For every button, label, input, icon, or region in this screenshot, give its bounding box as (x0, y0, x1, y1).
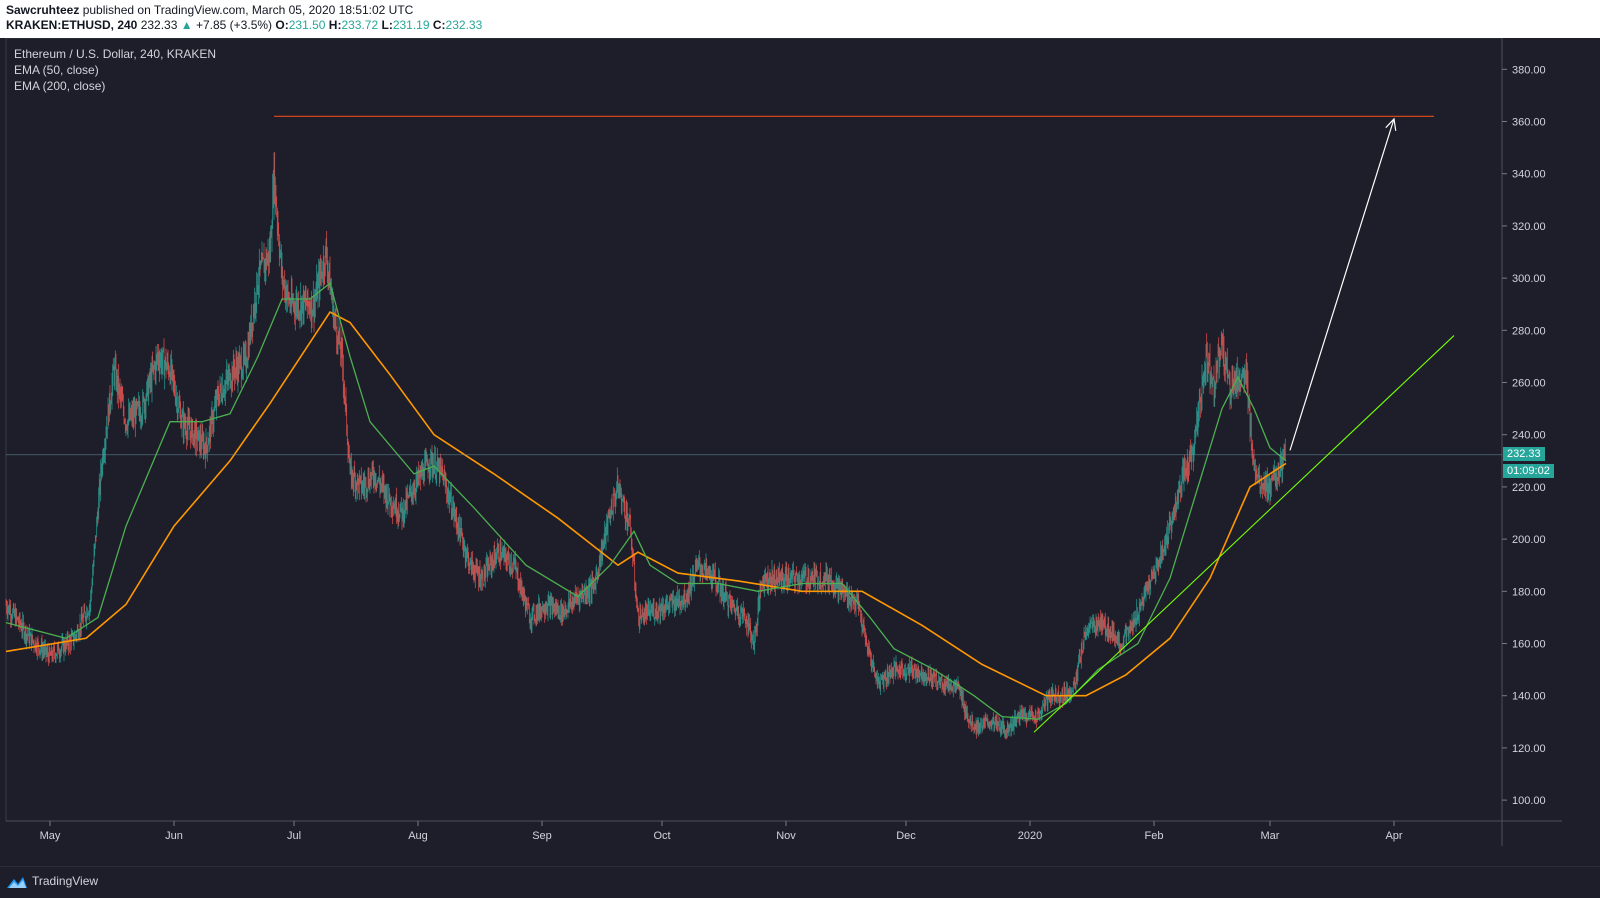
high-value: 233.72 (341, 18, 379, 32)
ema50-line (5, 282, 1287, 720)
footer-bar: TradingView (0, 866, 1600, 898)
x-tick-label: Aug (408, 830, 428, 842)
arrow-head-icon (1385, 117, 1397, 131)
y-tick-label: 120.00 (1512, 743, 1546, 755)
x-tick-label: Nov (776, 830, 796, 842)
x-tick-label: Feb (1145, 830, 1164, 842)
y-tick-label: 160.00 (1512, 639, 1546, 651)
x-tick-label: 2020 (1018, 830, 1042, 842)
published-text: published on TradingView.com, March 05, … (82, 3, 414, 17)
x-tick-label: Dec (896, 830, 916, 842)
y-tick-label: 100.00 (1512, 795, 1546, 807)
y-tick-label: 260.00 (1512, 378, 1546, 390)
trendline (1033, 335, 1455, 733)
y-tick-label: 200.00 (1512, 534, 1546, 546)
chart-legend: Ethereum / U.S. Dollar, 240, KRAKEN EMA … (14, 46, 216, 94)
low-label: L: (381, 18, 393, 32)
close-value: 232.33 (445, 18, 483, 32)
up-triangle-icon: ▲ (180, 18, 193, 32)
x-tick-label: Oct (653, 830, 670, 842)
legend-title[interactable]: Ethereum / U.S. Dollar, 240, KRAKEN (14, 47, 217, 61)
y-tick-label: 320.00 (1512, 221, 1546, 233)
y-tick-label: 340.00 (1512, 169, 1546, 181)
y-tick-label: 140.00 (1512, 691, 1546, 703)
ema200-line (5, 310, 1287, 697)
open-label: O: (275, 18, 289, 32)
x-tick-label: Jun (165, 830, 183, 842)
y-tick-label: 280.00 (1512, 325, 1546, 337)
publisher-line: Sawcruhteez published on TradingView.com… (6, 3, 413, 17)
legend-ema200[interactable]: EMA (200, close) (14, 79, 106, 93)
x-tick-label: Apr (1385, 830, 1402, 842)
y-tick-label: 380.00 (1512, 64, 1546, 76)
y-tick-label: 300.00 (1512, 273, 1546, 285)
y-tick-label: 220.00 (1512, 482, 1546, 494)
price-chart[interactable]: 100.00 120.00 140.00 160.00 180.00 200.00 220.… (0, 38, 1600, 866)
chart-area[interactable]: 100.00 120.00 140.00 160.00 180.00 200.00 220.… (0, 38, 1600, 866)
close-label: C: (432, 18, 446, 32)
y-tick-label: 360.00 (1512, 117, 1546, 129)
target-arrow (1289, 118, 1395, 451)
ohlc-line: KRAKEN:ETHUSD, 240 232.33 ▲ +7.85 (+3.5%… (6, 18, 482, 32)
countdown-tag: 01:09:02 (1503, 463, 1554, 478)
x-tick-label: May (40, 830, 61, 842)
x-tick-label: Sep (532, 830, 552, 842)
x-tick-label: Mar (1261, 830, 1280, 842)
open-value: 231.50 (288, 18, 326, 32)
author-name[interactable]: Sawcruhteez (6, 3, 80, 17)
last-price-tag: 232.33 (1503, 446, 1545, 461)
tradingview-brand[interactable]: TradingView (32, 874, 99, 888)
low-value: 231.19 (392, 18, 430, 32)
y-tick-label: 180.00 (1512, 586, 1546, 598)
change-value: +7.85 (+3.5%) (195, 18, 273, 32)
high-label: H: (328, 18, 342, 32)
symbol-label: KRAKEN:ETHUSD, 240 (6, 18, 138, 32)
y-tick-label: 240.00 (1512, 430, 1546, 442)
tradingview-logo-icon[interactable] (6, 875, 28, 889)
last-price: 232.33 (140, 18, 178, 32)
candles (5, 152, 1286, 740)
plot-frame (5, 38, 1503, 822)
publish-header: Sawcruhteez published on TradingView.com… (0, 0, 1600, 40)
legend-ema50[interactable]: EMA (50, close) (14, 63, 99, 77)
x-tick-label: Jul (287, 830, 301, 842)
